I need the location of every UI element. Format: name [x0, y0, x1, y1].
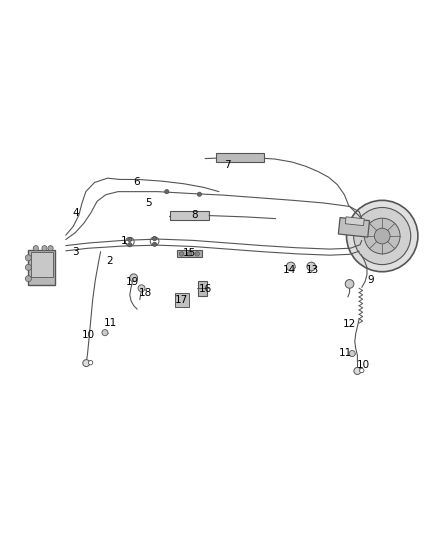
Text: 11: 11: [339, 348, 352, 358]
Text: 6: 6: [133, 176, 140, 187]
Text: 19: 19: [126, 277, 139, 287]
Circle shape: [152, 242, 157, 246]
Circle shape: [165, 189, 169, 194]
Circle shape: [346, 200, 418, 272]
Text: 2: 2: [106, 256, 113, 266]
Text: 18: 18: [138, 288, 152, 298]
Bar: [31, 252, 53, 277]
Circle shape: [138, 285, 145, 292]
Circle shape: [286, 262, 295, 271]
Text: 3: 3: [72, 247, 79, 257]
Text: 17: 17: [174, 295, 188, 305]
Circle shape: [195, 252, 199, 256]
Circle shape: [349, 351, 355, 357]
Circle shape: [354, 367, 361, 375]
Text: 16: 16: [198, 284, 212, 294]
Circle shape: [42, 246, 47, 251]
Circle shape: [25, 264, 32, 270]
Circle shape: [180, 252, 184, 256]
Text: 1: 1: [121, 236, 128, 246]
Circle shape: [127, 237, 132, 241]
Circle shape: [345, 279, 354, 288]
Circle shape: [360, 368, 364, 373]
Text: 10: 10: [82, 330, 95, 340]
Bar: [216, 154, 264, 162]
Circle shape: [364, 218, 400, 254]
Text: 14: 14: [283, 265, 296, 275]
Text: 9: 9: [367, 274, 374, 285]
Bar: [170, 211, 209, 220]
Circle shape: [130, 274, 138, 282]
Text: 11: 11: [103, 318, 117, 328]
Bar: [338, 217, 370, 237]
Text: 10: 10: [357, 360, 370, 370]
Bar: [198, 281, 207, 296]
Circle shape: [33, 246, 39, 251]
Circle shape: [127, 243, 132, 247]
Text: 7: 7: [224, 160, 231, 170]
Bar: [345, 217, 364, 225]
Bar: [176, 294, 188, 306]
Circle shape: [197, 192, 201, 197]
Circle shape: [25, 276, 32, 282]
Circle shape: [48, 246, 53, 251]
Circle shape: [187, 252, 191, 256]
Circle shape: [88, 360, 93, 365]
Text: 8: 8: [191, 210, 198, 220]
Text: 4: 4: [72, 207, 79, 217]
Circle shape: [25, 255, 32, 261]
Text: 12: 12: [343, 319, 356, 329]
Circle shape: [83, 360, 90, 367]
Bar: [177, 251, 202, 257]
Circle shape: [353, 207, 411, 264]
Circle shape: [374, 228, 390, 244]
Text: 15: 15: [183, 248, 196, 259]
Circle shape: [102, 329, 108, 336]
Text: 5: 5: [145, 198, 152, 208]
Text: 13: 13: [306, 265, 319, 275]
Bar: [28, 249, 55, 285]
Circle shape: [152, 237, 157, 241]
Circle shape: [307, 262, 316, 271]
